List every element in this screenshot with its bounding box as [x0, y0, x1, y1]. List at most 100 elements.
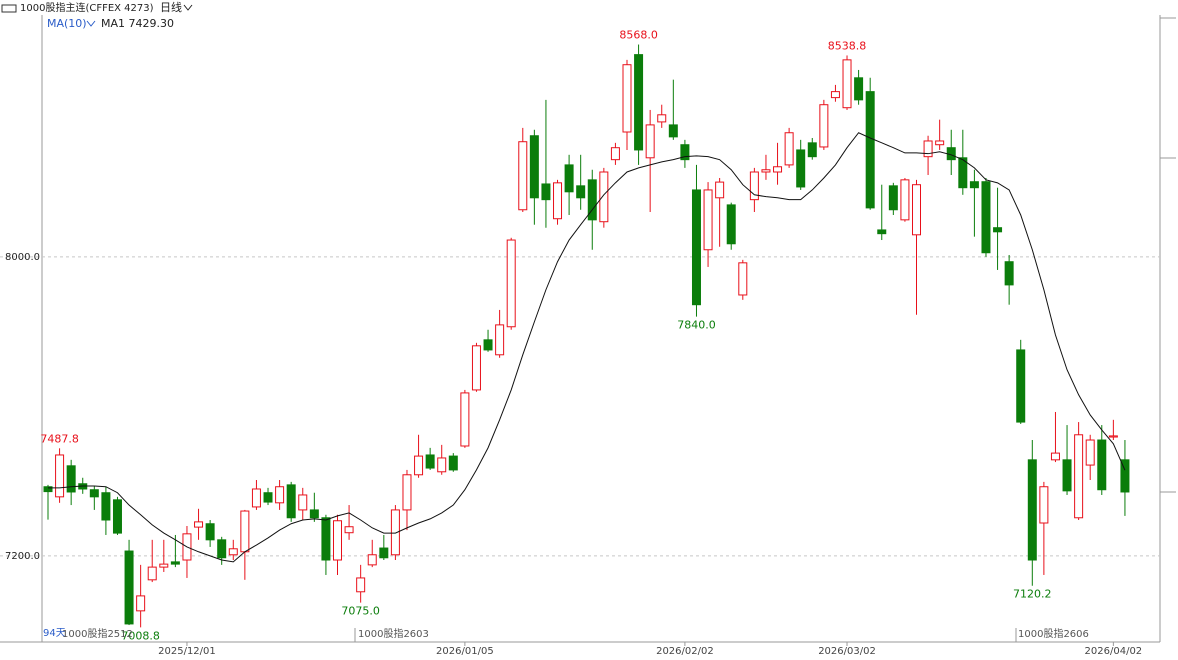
candle-body [112, 499, 122, 534]
candle-body [935, 140, 945, 146]
candle-body [1074, 434, 1084, 519]
candle-body [228, 548, 238, 556]
ma-legend: MA1 7429.30 [101, 17, 174, 30]
candle-body [877, 229, 887, 235]
candle-body [356, 577, 366, 593]
candle-body [471, 345, 481, 391]
candle-body [263, 492, 273, 503]
candle-body [1050, 452, 1060, 461]
candle-body [43, 486, 53, 493]
candle-body [657, 114, 667, 123]
x-tick-label: 2025/12/01 [158, 646, 216, 657]
candle-body [865, 91, 875, 209]
candle-body [344, 526, 354, 534]
candle-body [587, 179, 597, 221]
candle-body [205, 523, 215, 541]
candle-body [1039, 486, 1049, 524]
candle-body [993, 227, 1003, 233]
x-tick-label: 2026/03/02 [818, 646, 876, 657]
contract-label: 1000股指2512 [62, 627, 133, 640]
ma-setting[interactable]: MA(10) [47, 17, 87, 30]
candle-body [333, 520, 342, 561]
candle-body [576, 185, 586, 199]
ma-line [48, 132, 1126, 563]
candle-body [251, 488, 261, 508]
candle-body [1120, 459, 1130, 493]
day-count: 94天 [43, 628, 66, 639]
candle-body [622, 64, 632, 133]
candle-body [634, 54, 644, 151]
candle-body [1062, 459, 1072, 492]
candle-body [390, 509, 400, 556]
candle-body [703, 189, 713, 251]
candle-body [1016, 349, 1026, 423]
candle-body [842, 59, 852, 109]
candle-body [668, 124, 678, 138]
candle-body [379, 547, 389, 559]
candle-body [830, 91, 840, 99]
candle-body [541, 183, 551, 201]
candle-body [888, 185, 898, 211]
dropdown-arrow [183, 4, 193, 11]
candle-body [564, 164, 574, 193]
candle-body [981, 181, 991, 254]
candle-body [240, 510, 250, 553]
candle-body [518, 141, 528, 211]
candle-body [101, 492, 111, 521]
candle-body [900, 179, 910, 221]
candle-body [923, 140, 933, 158]
candle-body [715, 181, 725, 199]
candle-body [286, 484, 296, 519]
candle-body [680, 144, 690, 161]
candle-body [819, 104, 829, 148]
candle-body [958, 157, 968, 189]
y-tick-label: 7200.0 [5, 551, 40, 562]
candle-body [448, 455, 458, 471]
candle-body [726, 204, 736, 245]
candle-body [460, 392, 470, 447]
candle-body [483, 339, 493, 351]
candle-body [425, 454, 435, 469]
dropdown-arrow [86, 20, 96, 27]
candle-body [969, 181, 979, 189]
candle-body [159, 563, 169, 568]
candle-body [796, 149, 806, 188]
candle-body [761, 169, 771, 173]
candle-body [437, 457, 447, 473]
high-label: 7487.8 [40, 432, 79, 445]
contract-label: 1000股指2606 [1018, 627, 1089, 640]
candle-body [912, 184, 921, 236]
candle-body [691, 189, 701, 306]
period-selector[interactable]: 日线 [160, 0, 182, 14]
x-tick-label: 2026/02/02 [656, 646, 714, 657]
candle-body [367, 554, 377, 566]
candle-body [1085, 439, 1095, 466]
candle-body [217, 539, 227, 559]
candle-body [89, 489, 99, 498]
high-label: 8538.8 [828, 39, 867, 52]
candle-body [610, 147, 620, 161]
candle-body [495, 324, 505, 356]
candle-body [170, 561, 180, 565]
candle-body [773, 166, 783, 173]
low-label: 7075.0 [341, 605, 380, 618]
candle-body [414, 455, 424, 476]
candle-body [298, 494, 308, 511]
candle-body [66, 465, 76, 493]
candle-body [147, 566, 157, 581]
candle-body [529, 135, 539, 199]
chart-title: 1000股指主连(CFFEX 4273) [20, 1, 154, 14]
x-tick-label: 2026/04/02 [1085, 646, 1143, 657]
low-label: 7840.0 [677, 319, 716, 332]
candle-body [599, 171, 609, 223]
candle-body [1108, 435, 1118, 438]
candle-body [124, 550, 134, 625]
candle-body [807, 142, 817, 158]
candle-body [1097, 439, 1107, 491]
candle-body [854, 77, 864, 101]
window-icon [1, 4, 17, 13]
candle-body [1027, 459, 1037, 561]
high-label: 8568.0 [619, 29, 658, 42]
